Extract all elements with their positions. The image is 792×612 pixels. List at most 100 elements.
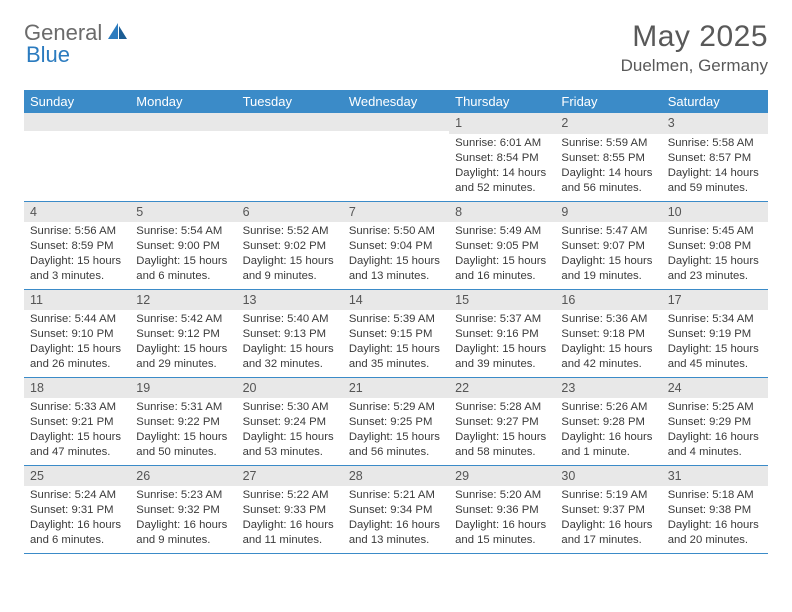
day-details: Sunrise: 5:52 AMSunset: 9:02 PMDaylight:…	[237, 222, 343, 288]
calendar-cell: 22Sunrise: 5:28 AMSunset: 9:27 PMDayligh…	[449, 377, 555, 465]
calendar-cell	[343, 113, 449, 201]
day-details: Sunrise: 5:37 AMSunset: 9:16 PMDaylight:…	[449, 310, 555, 376]
day-number: 10	[662, 202, 768, 223]
day-number: 17	[662, 290, 768, 311]
calendar-cell: 14Sunrise: 5:39 AMSunset: 9:15 PMDayligh…	[343, 289, 449, 377]
logo-sail-icon	[107, 22, 129, 45]
calendar-cell: 3Sunrise: 5:58 AMSunset: 8:57 PMDaylight…	[662, 113, 768, 201]
calendar-cell: 28Sunrise: 5:21 AMSunset: 9:34 PMDayligh…	[343, 465, 449, 553]
weekday-header: Friday	[555, 90, 661, 113]
day-number: 21	[343, 378, 449, 399]
logo-text-blue: Blue	[26, 42, 70, 67]
day-details: Sunrise: 5:56 AMSunset: 8:59 PMDaylight:…	[24, 222, 130, 288]
header: General May 2025 Duelmen, Germany	[24, 20, 768, 76]
day-number	[237, 113, 343, 131]
calendar-cell: 1Sunrise: 6:01 AMSunset: 8:54 PMDaylight…	[449, 113, 555, 201]
day-details: Sunrise: 5:18 AMSunset: 9:38 PMDaylight:…	[662, 486, 768, 552]
day-details: Sunrise: 6:01 AMSunset: 8:54 PMDaylight:…	[449, 134, 555, 200]
weekday-header: Thursday	[449, 90, 555, 113]
weekday-header: Wednesday	[343, 90, 449, 113]
day-number: 31	[662, 466, 768, 487]
calendar-cell: 11Sunrise: 5:44 AMSunset: 9:10 PMDayligh…	[24, 289, 130, 377]
day-number: 1	[449, 113, 555, 134]
calendar-cell: 18Sunrise: 5:33 AMSunset: 9:21 PMDayligh…	[24, 377, 130, 465]
calendar-cell	[237, 113, 343, 201]
weekday-header-row: Sunday Monday Tuesday Wednesday Thursday…	[24, 90, 768, 113]
day-number: 13	[237, 290, 343, 311]
day-number: 27	[237, 466, 343, 487]
calendar-cell: 26Sunrise: 5:23 AMSunset: 9:32 PMDayligh…	[130, 465, 236, 553]
calendar-cell	[130, 113, 236, 201]
calendar-cell: 30Sunrise: 5:19 AMSunset: 9:37 PMDayligh…	[555, 465, 661, 553]
calendar-cell: 20Sunrise: 5:30 AMSunset: 9:24 PMDayligh…	[237, 377, 343, 465]
day-details: Sunrise: 5:50 AMSunset: 9:04 PMDaylight:…	[343, 222, 449, 288]
day-details: Sunrise: 5:25 AMSunset: 9:29 PMDaylight:…	[662, 398, 768, 464]
day-details: Sunrise: 5:47 AMSunset: 9:07 PMDaylight:…	[555, 222, 661, 288]
day-number: 30	[555, 466, 661, 487]
calendar-cell: 12Sunrise: 5:42 AMSunset: 9:12 PMDayligh…	[130, 289, 236, 377]
calendar-cell: 16Sunrise: 5:36 AMSunset: 9:18 PMDayligh…	[555, 289, 661, 377]
weekday-header: Saturday	[662, 90, 768, 113]
day-details: Sunrise: 5:36 AMSunset: 9:18 PMDaylight:…	[555, 310, 661, 376]
calendar-cell: 10Sunrise: 5:45 AMSunset: 9:08 PMDayligh…	[662, 201, 768, 289]
calendar-cell: 31Sunrise: 5:18 AMSunset: 9:38 PMDayligh…	[662, 465, 768, 553]
day-number: 3	[662, 113, 768, 134]
day-number: 24	[662, 378, 768, 399]
calendar-cell: 23Sunrise: 5:26 AMSunset: 9:28 PMDayligh…	[555, 377, 661, 465]
location-label: Duelmen, Germany	[621, 56, 768, 76]
day-details: Sunrise: 5:42 AMSunset: 9:12 PMDaylight:…	[130, 310, 236, 376]
logo-sub: Blue	[26, 42, 70, 68]
calendar-cell: 4Sunrise: 5:56 AMSunset: 8:59 PMDaylight…	[24, 201, 130, 289]
calendar-cell: 6Sunrise: 5:52 AMSunset: 9:02 PMDaylight…	[237, 201, 343, 289]
day-number: 29	[449, 466, 555, 487]
calendar-cell: 8Sunrise: 5:49 AMSunset: 9:05 PMDaylight…	[449, 201, 555, 289]
day-number	[130, 113, 236, 131]
calendar-cell: 13Sunrise: 5:40 AMSunset: 9:13 PMDayligh…	[237, 289, 343, 377]
weekday-header: Sunday	[24, 90, 130, 113]
day-details: Sunrise: 5:58 AMSunset: 8:57 PMDaylight:…	[662, 134, 768, 200]
calendar-cell: 5Sunrise: 5:54 AMSunset: 9:00 PMDaylight…	[130, 201, 236, 289]
day-number: 22	[449, 378, 555, 399]
day-details: Sunrise: 5:54 AMSunset: 9:00 PMDaylight:…	[130, 222, 236, 288]
day-details: Sunrise: 5:34 AMSunset: 9:19 PMDaylight:…	[662, 310, 768, 376]
day-number: 19	[130, 378, 236, 399]
title-block: May 2025 Duelmen, Germany	[621, 20, 768, 76]
day-details: Sunrise: 5:40 AMSunset: 9:13 PMDaylight:…	[237, 310, 343, 376]
day-details: Sunrise: 5:33 AMSunset: 9:21 PMDaylight:…	[24, 398, 130, 464]
day-number: 20	[237, 378, 343, 399]
calendar-cell: 15Sunrise: 5:37 AMSunset: 9:16 PMDayligh…	[449, 289, 555, 377]
calendar-row: 18Sunrise: 5:33 AMSunset: 9:21 PMDayligh…	[24, 377, 768, 465]
day-details: Sunrise: 5:31 AMSunset: 9:22 PMDaylight:…	[130, 398, 236, 464]
day-number: 5	[130, 202, 236, 223]
day-details: Sunrise: 5:26 AMSunset: 9:28 PMDaylight:…	[555, 398, 661, 464]
day-number: 26	[130, 466, 236, 487]
day-number	[24, 113, 130, 131]
calendar-cell: 19Sunrise: 5:31 AMSunset: 9:22 PMDayligh…	[130, 377, 236, 465]
day-number: 14	[343, 290, 449, 311]
calendar-cell: 21Sunrise: 5:29 AMSunset: 9:25 PMDayligh…	[343, 377, 449, 465]
day-details: Sunrise: 5:23 AMSunset: 9:32 PMDaylight:…	[130, 486, 236, 552]
calendar-cell: 2Sunrise: 5:59 AMSunset: 8:55 PMDaylight…	[555, 113, 661, 201]
day-details: Sunrise: 5:49 AMSunset: 9:05 PMDaylight:…	[449, 222, 555, 288]
calendar-cell: 25Sunrise: 5:24 AMSunset: 9:31 PMDayligh…	[24, 465, 130, 553]
calendar-row: 4Sunrise: 5:56 AMSunset: 8:59 PMDaylight…	[24, 201, 768, 289]
calendar-table: Sunday Monday Tuesday Wednesday Thursday…	[24, 90, 768, 554]
calendar-row: 1Sunrise: 6:01 AMSunset: 8:54 PMDaylight…	[24, 113, 768, 201]
day-details: Sunrise: 5:30 AMSunset: 9:24 PMDaylight:…	[237, 398, 343, 464]
day-number	[343, 113, 449, 131]
day-details: Sunrise: 5:45 AMSunset: 9:08 PMDaylight:…	[662, 222, 768, 288]
day-number: 18	[24, 378, 130, 399]
day-number: 25	[24, 466, 130, 487]
calendar-cell	[24, 113, 130, 201]
day-number: 12	[130, 290, 236, 311]
day-number: 15	[449, 290, 555, 311]
calendar-cell: 29Sunrise: 5:20 AMSunset: 9:36 PMDayligh…	[449, 465, 555, 553]
day-details: Sunrise: 5:22 AMSunset: 9:33 PMDaylight:…	[237, 486, 343, 552]
day-details: Sunrise: 5:44 AMSunset: 9:10 PMDaylight:…	[24, 310, 130, 376]
day-details: Sunrise: 5:20 AMSunset: 9:36 PMDaylight:…	[449, 486, 555, 552]
day-details: Sunrise: 5:24 AMSunset: 9:31 PMDaylight:…	[24, 486, 130, 552]
day-details: Sunrise: 5:59 AMSunset: 8:55 PMDaylight:…	[555, 134, 661, 200]
calendar-cell: 27Sunrise: 5:22 AMSunset: 9:33 PMDayligh…	[237, 465, 343, 553]
day-details: Sunrise: 5:28 AMSunset: 9:27 PMDaylight:…	[449, 398, 555, 464]
day-number: 2	[555, 113, 661, 134]
